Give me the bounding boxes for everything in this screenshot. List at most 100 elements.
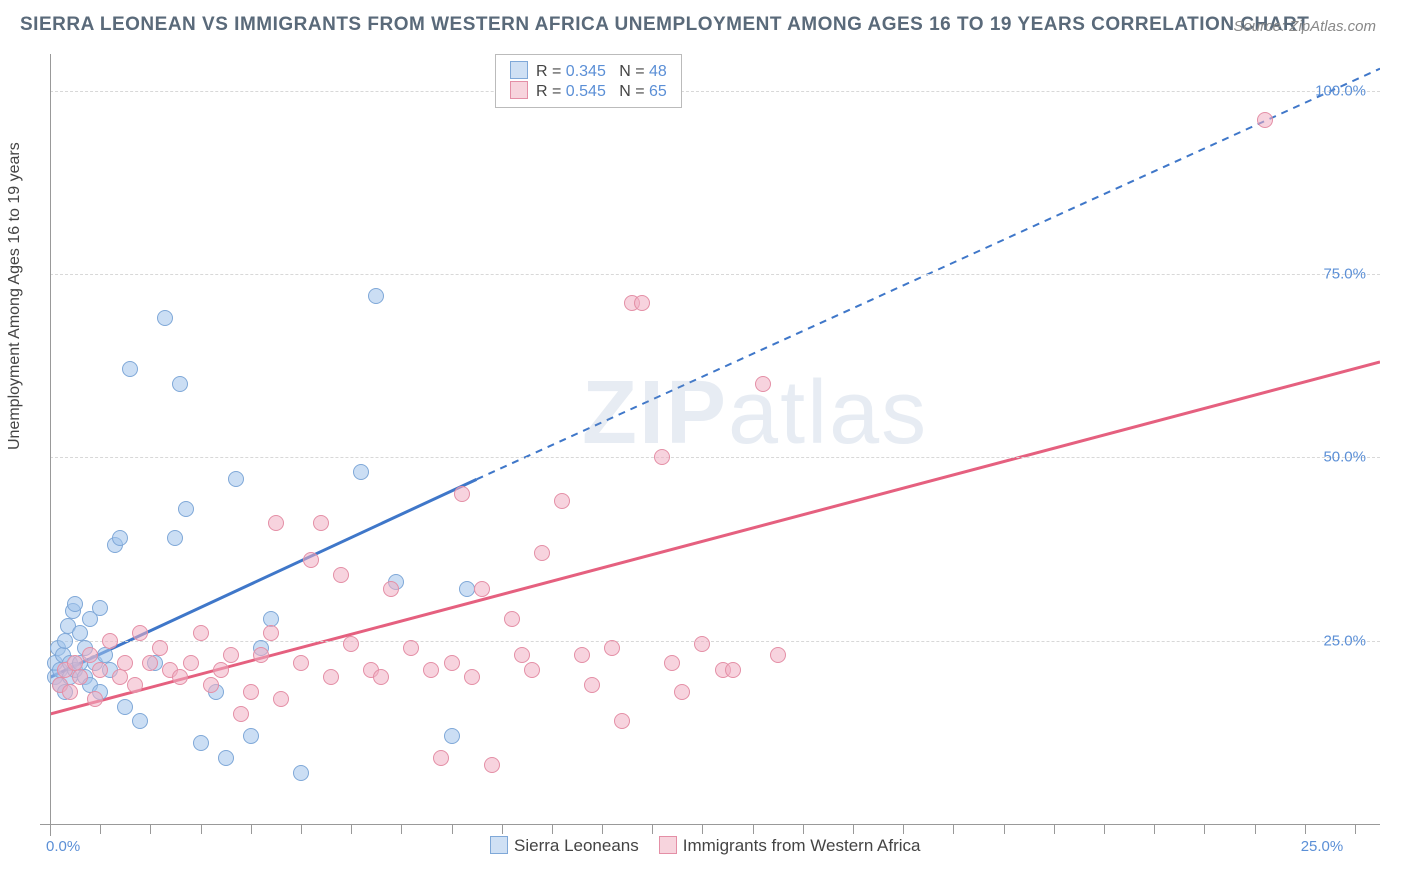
data-point-wafrica	[614, 713, 630, 729]
data-point-wafrica	[268, 515, 284, 531]
data-point-sierra	[228, 471, 244, 487]
data-point-wafrica	[132, 625, 148, 641]
data-point-wafrica	[203, 677, 219, 693]
x-tick	[1154, 824, 1155, 834]
data-point-wafrica	[303, 552, 319, 568]
data-point-wafrica	[87, 691, 103, 707]
trend-lines	[50, 54, 1380, 824]
data-point-wafrica	[403, 640, 419, 656]
data-point-sierra	[122, 361, 138, 377]
x-tick	[602, 824, 603, 834]
data-point-sierra	[57, 633, 73, 649]
data-point-wafrica	[183, 655, 199, 671]
legend-label: Immigrants from Western Africa	[683, 836, 921, 855]
data-point-wafrica	[454, 486, 470, 502]
data-point-wafrica	[72, 669, 88, 685]
data-point-wafrica	[504, 611, 520, 627]
data-point-sierra	[368, 288, 384, 304]
x-tick-label: 0.0%	[46, 838, 80, 855]
data-point-wafrica	[474, 581, 490, 597]
data-point-sierra	[97, 647, 113, 663]
data-point-wafrica	[604, 640, 620, 656]
data-point-sierra	[132, 713, 148, 729]
data-point-sierra	[167, 530, 183, 546]
data-point-wafrica	[1257, 112, 1273, 128]
data-point-wafrica	[464, 669, 480, 685]
data-point-wafrica	[127, 677, 143, 693]
x-tick	[1104, 824, 1105, 834]
data-point-wafrica	[484, 757, 500, 773]
data-point-wafrica	[444, 655, 460, 671]
data-point-wafrica	[755, 376, 771, 392]
x-tick	[652, 824, 653, 834]
data-point-sierra	[92, 600, 108, 616]
data-point-wafrica	[233, 706, 249, 722]
watermark: ZIPatlas	[582, 362, 928, 465]
data-point-wafrica	[243, 684, 259, 700]
data-point-wafrica	[193, 625, 209, 641]
data-point-wafrica	[213, 662, 229, 678]
data-point-wafrica	[674, 684, 690, 700]
x-tick	[502, 824, 503, 834]
data-point-wafrica	[534, 545, 550, 561]
data-point-wafrica	[343, 636, 359, 652]
data-point-wafrica	[574, 647, 590, 663]
data-point-sierra	[243, 728, 259, 744]
legend-label: Sierra Leoneans	[514, 836, 639, 855]
data-point-wafrica	[664, 655, 680, 671]
y-tick-label: 100.0%	[1315, 82, 1374, 99]
x-tick	[552, 824, 553, 834]
x-tick	[1004, 824, 1005, 834]
y-axis	[50, 54, 51, 836]
x-tick	[251, 824, 252, 834]
data-point-wafrica	[293, 655, 309, 671]
data-point-wafrica	[62, 684, 78, 700]
data-point-wafrica	[725, 662, 741, 678]
x-tick	[301, 824, 302, 834]
data-point-wafrica	[433, 750, 449, 766]
data-point-wafrica	[142, 655, 158, 671]
data-point-wafrica	[112, 669, 128, 685]
data-point-sierra	[459, 581, 475, 597]
x-tick	[1355, 824, 1356, 834]
data-point-wafrica	[524, 662, 540, 678]
x-tick	[100, 824, 101, 834]
series-legend: Sierra Leoneans Immigrants from Western A…	[470, 836, 921, 856]
data-point-wafrica	[82, 647, 98, 663]
x-tick-label: 25.0%	[1301, 838, 1344, 855]
gridline	[50, 641, 1380, 642]
gridline	[50, 457, 1380, 458]
x-tick	[201, 824, 202, 834]
data-point-sierra	[117, 699, 133, 715]
data-point-sierra	[353, 464, 369, 480]
data-point-wafrica	[92, 662, 108, 678]
scatter-plot: ZIPatlas 25.0%50.0%75.0%100.0%0.0%25.0%R…	[50, 54, 1380, 824]
data-point-wafrica	[313, 515, 329, 531]
data-point-wafrica	[263, 625, 279, 641]
data-point-sierra	[67, 596, 83, 612]
data-point-sierra	[157, 310, 173, 326]
data-point-wafrica	[333, 567, 349, 583]
gridline	[50, 274, 1380, 275]
x-tick	[150, 824, 151, 834]
source-credit: Source: ZipAtlas.com	[1233, 18, 1376, 35]
x-tick	[1054, 824, 1055, 834]
y-axis-label: Unemployment Among Ages 16 to 19 years	[6, 142, 24, 450]
data-point-sierra	[72, 625, 88, 641]
y-tick-label: 50.0%	[1323, 449, 1374, 466]
data-point-sierra	[178, 501, 194, 517]
x-tick	[1204, 824, 1205, 834]
data-point-sierra	[172, 376, 188, 392]
data-point-wafrica	[223, 647, 239, 663]
data-point-wafrica	[172, 669, 188, 685]
data-point-wafrica	[67, 655, 83, 671]
x-tick	[401, 824, 402, 834]
data-point-wafrica	[152, 640, 168, 656]
x-tick	[803, 824, 804, 834]
y-tick-label: 75.0%	[1323, 266, 1374, 283]
gridline	[50, 91, 1380, 92]
x-tick	[853, 824, 854, 834]
chart-title: SIERRA LEONEAN VS IMMIGRANTS FROM WESTER…	[20, 14, 1309, 36]
data-point-wafrica	[323, 669, 339, 685]
data-point-wafrica	[584, 677, 600, 693]
